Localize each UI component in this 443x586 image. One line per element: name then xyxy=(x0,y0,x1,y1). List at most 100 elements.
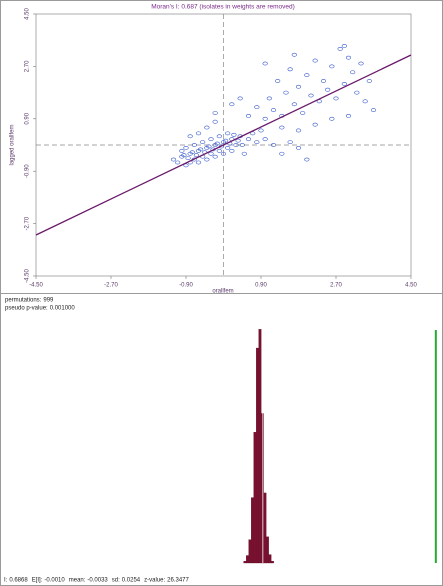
moran-scatter: Moran's I: 0.687 (isolates in weights ar… xyxy=(10,4,418,293)
point xyxy=(212,154,218,159)
point xyxy=(366,79,372,83)
x-tick-label: -2.70 xyxy=(104,283,118,289)
point xyxy=(270,108,277,112)
point xyxy=(204,125,210,130)
point xyxy=(316,99,322,104)
stat-value: 0.6868 xyxy=(9,578,28,584)
point xyxy=(195,160,202,165)
point xyxy=(304,73,310,78)
stat-name: I: xyxy=(4,578,8,584)
point xyxy=(329,116,335,121)
x-tick-label: -0.90 xyxy=(179,283,193,289)
point xyxy=(345,55,352,60)
point xyxy=(245,113,252,118)
point xyxy=(225,146,231,150)
point xyxy=(354,90,360,95)
point xyxy=(358,61,364,66)
point xyxy=(216,148,222,153)
stat-name: pseudo p-value: xyxy=(5,306,48,312)
point xyxy=(300,111,306,115)
point xyxy=(183,163,189,168)
point xyxy=(216,134,222,139)
x-tick-label: 0.90 xyxy=(255,283,267,289)
y-axis-label: lagged orallfem xyxy=(10,124,16,165)
point xyxy=(195,131,202,136)
point xyxy=(295,84,302,89)
point xyxy=(362,99,368,104)
point xyxy=(266,96,272,101)
chart-title: Moran's I: 0.687 (isolates in weights ar… xyxy=(151,4,295,11)
stat-name: z-value: xyxy=(144,578,165,584)
point xyxy=(308,93,314,98)
point xyxy=(206,144,212,149)
point xyxy=(345,113,352,118)
bar xyxy=(261,413,264,564)
point xyxy=(189,150,195,155)
point xyxy=(254,105,260,110)
stat-value: -0.0033 xyxy=(87,578,108,584)
point xyxy=(291,52,297,57)
stat-value: -0.0010 xyxy=(44,578,65,584)
point xyxy=(229,148,235,153)
point xyxy=(341,81,347,86)
bar xyxy=(268,554,272,564)
point xyxy=(250,131,256,136)
point xyxy=(214,141,220,146)
point xyxy=(204,157,210,162)
point xyxy=(241,151,247,156)
point xyxy=(370,108,377,112)
point xyxy=(212,119,218,124)
bar xyxy=(263,492,267,564)
point xyxy=(185,156,191,161)
point xyxy=(304,157,310,162)
point xyxy=(193,153,200,158)
point xyxy=(231,132,237,137)
point xyxy=(262,116,268,121)
point xyxy=(329,64,335,69)
point xyxy=(312,58,318,63)
stat-value: 26.3477 xyxy=(167,578,189,584)
point xyxy=(212,111,218,115)
y-tick-label: -0.90 xyxy=(25,164,31,178)
point xyxy=(175,160,181,165)
point xyxy=(197,147,204,152)
point xyxy=(239,143,245,147)
point xyxy=(258,128,264,133)
point xyxy=(179,148,185,153)
point xyxy=(208,137,214,142)
point xyxy=(312,122,318,127)
regression-line xyxy=(35,54,412,236)
stat-name: E[I]: xyxy=(32,578,43,584)
divider xyxy=(1,293,442,294)
bar xyxy=(256,347,259,564)
stat-value: 0.001000 xyxy=(50,306,76,312)
bar xyxy=(266,536,269,564)
bar xyxy=(248,539,252,564)
point xyxy=(333,96,339,101)
point xyxy=(295,128,302,133)
point xyxy=(235,138,241,143)
y-tick-label: -4.50 xyxy=(25,269,31,283)
point xyxy=(325,87,331,92)
point xyxy=(181,153,187,158)
x-tick-label: 2.70 xyxy=(330,283,342,289)
point xyxy=(279,151,285,156)
bar xyxy=(243,560,247,564)
stat-name: permutations: xyxy=(5,298,42,304)
y-tick-label: -2.70 xyxy=(25,216,31,230)
point xyxy=(191,143,197,147)
stat-value: 999 xyxy=(43,298,54,304)
point xyxy=(208,151,214,156)
point xyxy=(225,131,231,136)
point xyxy=(233,143,239,147)
y-tick-label: 0.90 xyxy=(25,112,31,124)
point xyxy=(183,146,189,150)
point xyxy=(222,138,229,143)
x-tick-label: 4.50 xyxy=(405,283,417,289)
point xyxy=(237,96,243,101)
bar xyxy=(253,432,257,564)
x-axis-label: orallfem xyxy=(212,289,233,293)
bar xyxy=(251,497,254,564)
bar xyxy=(271,560,274,564)
point xyxy=(283,90,289,95)
